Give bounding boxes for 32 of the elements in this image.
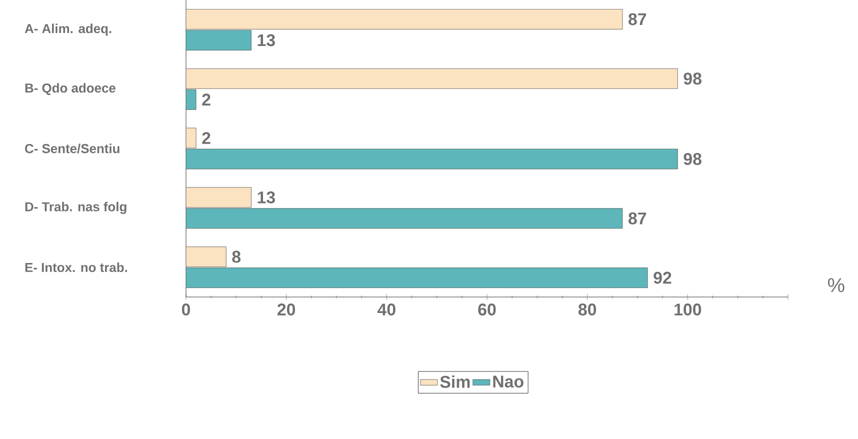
bar (186, 9, 623, 30)
x-tick-label: 40 (378, 304, 396, 316)
x-tick-label: 100 (674, 304, 702, 316)
bar (186, 187, 252, 208)
data-label: 13 (258, 191, 275, 204)
legend-label: Nao (493, 376, 524, 388)
bar (186, 68, 678, 89)
data-label: 2 (202, 132, 210, 144)
data-label: 13 (258, 34, 275, 46)
bar (186, 268, 648, 288)
y-tick-label: D- Trab. nas folg (25, 202, 126, 214)
x-tick-label: 20 (278, 304, 296, 316)
bar (186, 246, 226, 268)
y-tick-label: B- Qdo adoece (25, 83, 116, 96)
x-tick-label: 0 (182, 304, 190, 316)
y-tick-label: C- Sente/Sentiu (25, 144, 120, 154)
bar (186, 148, 678, 170)
x-tick-label: 80 (578, 304, 596, 316)
data-label: 87 (628, 212, 646, 224)
legend-label: Sim (440, 375, 470, 388)
bar (186, 30, 252, 50)
data-label: 92 (654, 272, 672, 284)
data-label: 87 (628, 13, 646, 26)
data-label: 98 (684, 72, 702, 85)
bar (186, 208, 623, 229)
y-tick-label: A- Alim. adeq. (24, 24, 112, 36)
x-tick-label: 60 (478, 304, 496, 316)
data-label: 2 (202, 94, 210, 106)
y-tick-label: E- Intox. no trab. (25, 262, 127, 272)
data-label: 98 (684, 153, 702, 166)
data-label: 8 (232, 250, 241, 263)
x-axis-title: % (828, 278, 844, 292)
